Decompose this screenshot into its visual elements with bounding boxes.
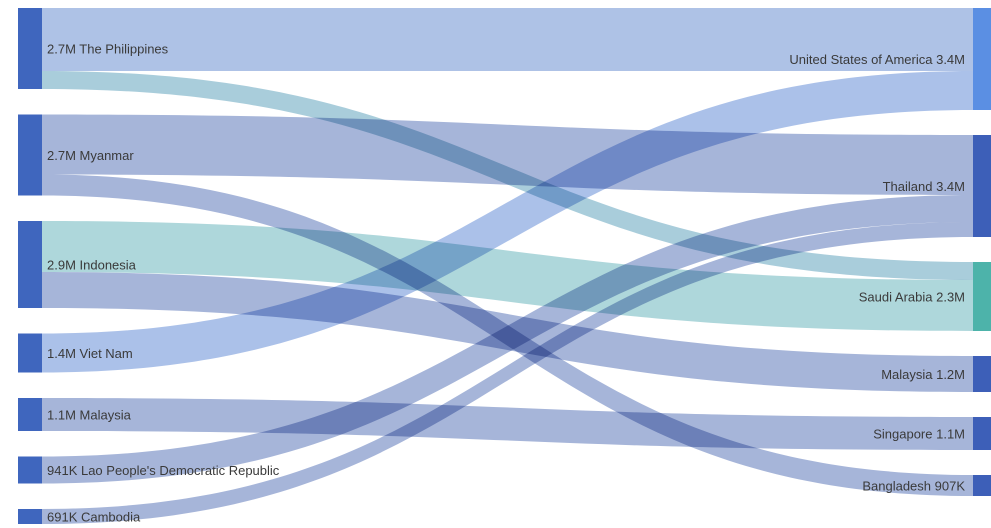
source-node-the-philippines (18, 8, 42, 89)
source-node-malaysia (18, 398, 42, 431)
link-id-to-sa (42, 221, 973, 331)
target-node-singapore (973, 417, 991, 450)
source-label-malaysia: 1.1M Malaysia (47, 408, 132, 423)
source-node-myanmar (18, 114, 42, 196)
sankey-nodes (18, 8, 991, 524)
link-mm-to-th (42, 114, 973, 195)
sankey-labels: 2.7M The Philippines 2.7M Myanmar 2.9M Ind… (47, 42, 965, 525)
target-node-malaysia (973, 356, 991, 392)
source-label-viet-nam: 1.4M Viet Nam (47, 346, 133, 361)
target-label-united-states-of-america: United States of America 3.4M (789, 52, 965, 67)
source-label-lao-people-s-democratic-republic: 941K Lao People's Democratic Republic (47, 463, 280, 478)
target-label-bangladesh: Bangladesh 907K (862, 479, 965, 494)
source-node-cambodia (18, 509, 42, 524)
target-label-malaysia: Malaysia 1.2M (881, 367, 965, 382)
source-node-indonesia (18, 221, 42, 308)
link-ph-to-us (42, 8, 973, 71)
target-node-bangladesh (973, 475, 991, 496)
target-node-united-states-of-america (973, 8, 991, 110)
source-label-cambodia: 691K Cambodia (47, 510, 141, 525)
source-node-viet-nam (18, 333, 42, 373)
source-label-indonesia: 2.9M Indonesia (47, 258, 137, 273)
link-la-to-th (42, 195, 973, 484)
target-node-saudi-arabia (973, 262, 991, 331)
target-label-singapore: Singapore 1.1M (873, 427, 965, 442)
link-kh-to-th (42, 222, 973, 524)
sankey-links (42, 8, 973, 524)
source-node-lao-people-s-democratic-republic (18, 456, 42, 484)
link-my_s-to-sg (42, 398, 973, 450)
target-label-saudi-arabia: Saudi Arabia 2.3M (859, 290, 965, 305)
target-label-thailand: Thailand 3.4M (883, 179, 965, 194)
link-vn-to-us (42, 71, 973, 373)
target-node-thailand (973, 135, 991, 237)
source-label-the-philippines: 2.7M The Philippines (47, 42, 169, 57)
source-label-myanmar: 2.7M Myanmar (47, 148, 134, 163)
